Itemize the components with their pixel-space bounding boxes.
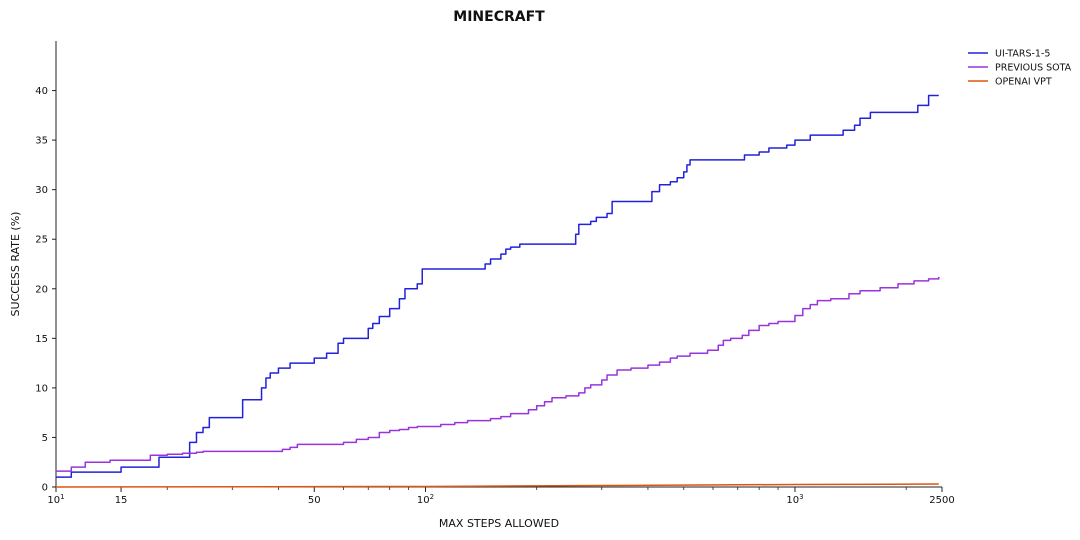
x-tick-base: 10 [786, 495, 799, 506]
x-tick-label: 101 [47, 493, 64, 506]
legend-label: PREVIOUS SOTA [995, 63, 1072, 74]
y-tick-label: 20 [35, 284, 48, 295]
y-tick-label: 10 [35, 383, 48, 394]
x-tick-exponent: 1 [60, 493, 64, 501]
y-tick-label: 25 [35, 235, 48, 246]
x-ticks: 101 15 50 102 103 2500 [47, 487, 955, 506]
x-tick-base: 10 [417, 495, 430, 506]
x-tick-exponent: 3 [799, 493, 803, 501]
x-axis-label: MAX STEPS ALLOWED [439, 517, 559, 530]
x-tick-label: 2500 [929, 495, 954, 506]
legend-label: UI-TARS-1-5 [995, 49, 1050, 60]
series-line-ui-tars-1-5 [56, 94, 939, 478]
x-tick-label: 103 [786, 493, 803, 506]
x-tick-label: 50 [308, 495, 321, 506]
y-tick-label: 5 [42, 433, 48, 444]
y-tick-label: 15 [35, 334, 48, 345]
y-axis-label: SUCCESS RATE (%) [9, 212, 22, 317]
x-tick-label: 102 [417, 493, 434, 506]
legend-label: OPENAI VPT [995, 77, 1052, 88]
x-tick-base: 10 [47, 495, 60, 506]
legend: UI-TARS-1-5 PREVIOUS SOTA OPENAI VPT [968, 49, 1072, 88]
x-tick-label: 15 [115, 495, 128, 506]
y-tick-label: 40 [35, 86, 48, 97]
chart-title: MINECRAFT [453, 9, 545, 25]
x-tick-exponent: 2 [430, 493, 434, 501]
series-line-openai-vpt [55, 483, 939, 488]
y-tick-label: 30 [35, 185, 48, 196]
series-group [55, 94, 940, 488]
y-tick-label: 0 [42, 483, 48, 494]
y-tick-label: 35 [35, 136, 48, 147]
series-line-previous-sota [56, 276, 940, 472]
y-ticks: 0 5 10 15 20 25 30 35 40 [35, 86, 56, 494]
